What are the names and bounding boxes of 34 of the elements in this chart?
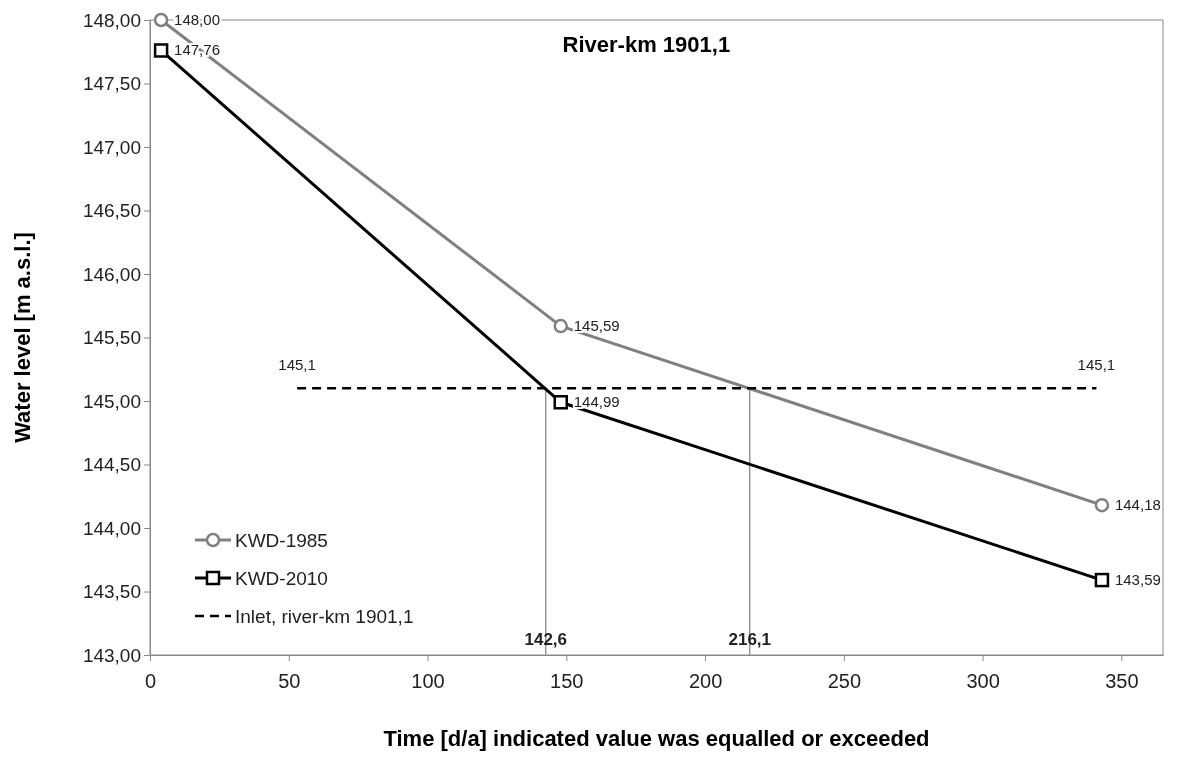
y-tick-label: 143,50	[82, 581, 141, 603]
x-tick-label: 150	[550, 670, 584, 692]
y-tick-label: 147,50	[82, 73, 141, 95]
data-label: 145,1	[1077, 356, 1116, 374]
data-label: 144,99	[573, 393, 620, 411]
y-tick-label: 144,00	[82, 517, 141, 539]
y-axis-title: Water level [m a.s.l.]	[10, 232, 35, 443]
x-axis-title: Time [d/a] indicated value was equalled or exceeded	[383, 726, 930, 751]
y-tick-label: 143,00	[82, 644, 141, 666]
x-tick-label: 350	[1105, 670, 1139, 692]
annotation: 216,1	[728, 630, 772, 649]
x-tick-label: 100	[411, 670, 445, 692]
x-tick-label: 0	[144, 670, 157, 692]
data-label: 148,00	[174, 11, 220, 28]
x-tick-label: 50	[278, 670, 301, 692]
y-tick-label: 146,50	[82, 200, 141, 222]
data-label: 144,18	[1114, 496, 1161, 514]
y-tick-label: 144,50	[82, 454, 141, 476]
x-tick-label: 250	[827, 670, 862, 692]
x-tick-label: 300	[966, 670, 1000, 692]
y-tick-label: 145,00	[82, 390, 141, 412]
annotation: 142,6	[524, 630, 568, 649]
data-label: 143,59	[1114, 571, 1161, 589]
y-tick-label: 148,00	[82, 9, 141, 31]
legend-label: KWD-1985	[235, 530, 328, 551]
y-tick-label: 147,00	[82, 136, 141, 158]
y-tick-label: 145,50	[82, 327, 141, 349]
y-tick-label: 146,00	[82, 263, 141, 285]
data-label: 145,59	[573, 317, 620, 335]
x-tick-label: 200	[688, 670, 723, 692]
text: River-km 1901,1	[562, 32, 731, 57]
legend-label: Inlet, river-km 1901,1	[235, 606, 414, 627]
legend-label: KWD-2010	[235, 568, 328, 589]
data-label: 145,1	[278, 356, 316, 374]
